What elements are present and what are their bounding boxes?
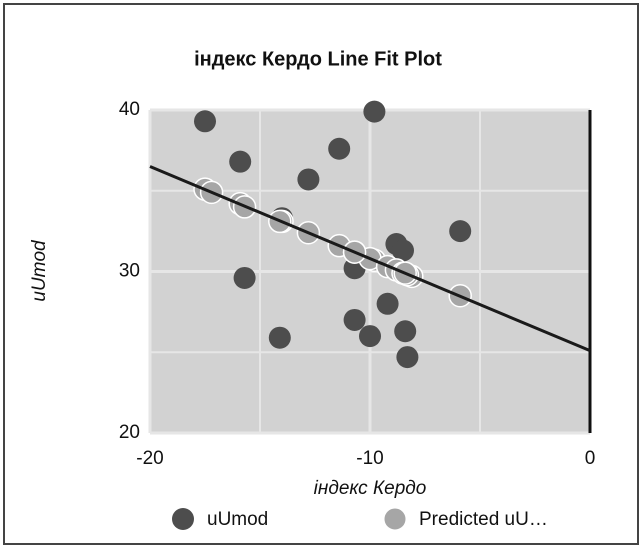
point — [392, 239, 414, 262]
x-tick-label: 0 — [585, 448, 596, 469]
x-axis-title: індекс Кердо — [314, 478, 427, 499]
point — [394, 320, 417, 343]
y-tick-label: 20 — [119, 422, 140, 443]
point — [268, 326, 291, 349]
y-tick-label: 40 — [119, 99, 140, 120]
point — [343, 308, 366, 331]
legend-label: Predicted uU… — [419, 509, 548, 530]
fit-line — [149, 165, 591, 353]
point — [396, 346, 419, 369]
y-axis-title: uUmod — [29, 239, 50, 302]
legend-label: uUmod — [207, 509, 268, 530]
point — [194, 110, 216, 133]
y-tick-label: 30 — [119, 261, 140, 282]
chart-title: індекс Кердо Line Fit Plot — [194, 48, 442, 70]
point — [297, 168, 320, 191]
point — [376, 292, 399, 315]
point — [328, 137, 351, 160]
point — [233, 266, 256, 289]
point — [449, 220, 472, 243]
legend-marker — [383, 507, 407, 531]
point — [229, 150, 252, 173]
x-tick-label: -10 — [356, 448, 383, 469]
legend-marker — [172, 508, 194, 530]
point — [363, 100, 386, 123]
x-tick-label: -20 — [136, 448, 163, 469]
point — [359, 325, 381, 348]
